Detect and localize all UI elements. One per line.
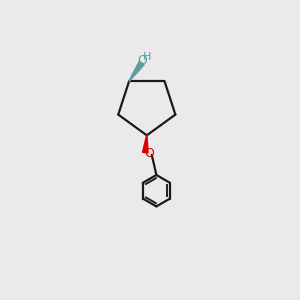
Polygon shape: [142, 135, 148, 153]
Text: H: H: [143, 52, 151, 61]
Text: O: O: [145, 147, 154, 160]
Text: O: O: [138, 54, 148, 67]
Polygon shape: [129, 61, 144, 81]
